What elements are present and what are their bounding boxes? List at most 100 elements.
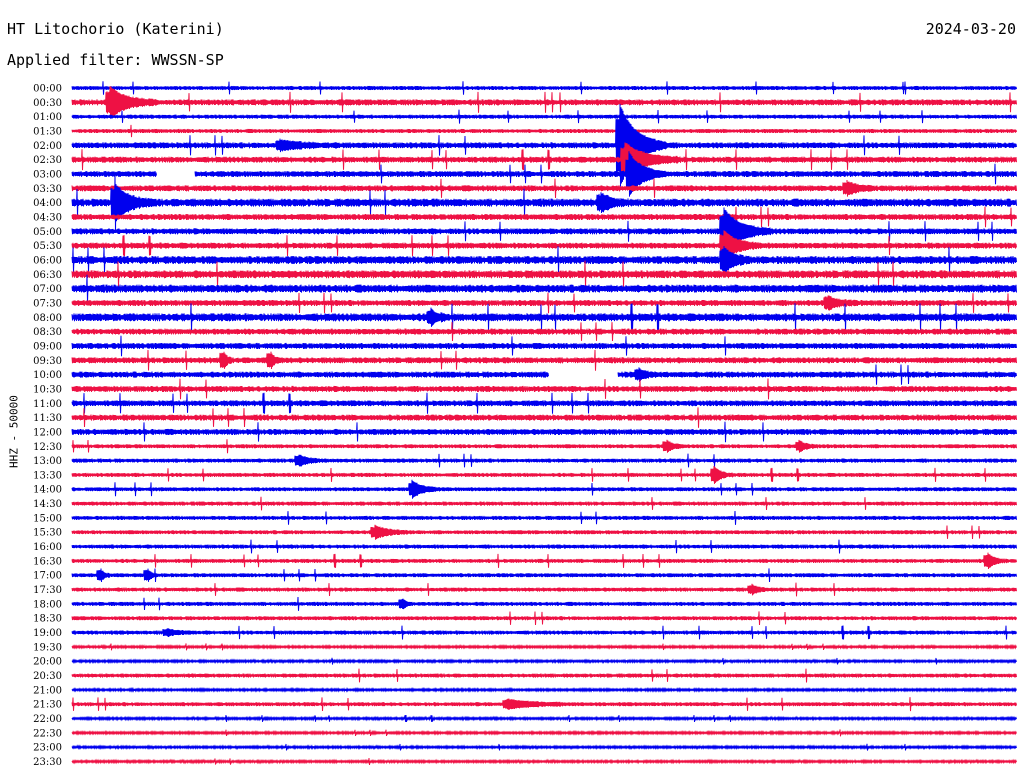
trace-line: [71, 465, 1017, 484]
trace-line: [71, 170, 157, 177]
time-label: 02:30: [33, 155, 62, 166]
trace-line: [71, 292, 1017, 314]
trace-line: [71, 371, 549, 378]
trace-line: [71, 81, 1017, 95]
time-label: 09:00: [33, 341, 62, 352]
trace-line: [71, 421, 1017, 443]
trace-line: [71, 378, 1017, 400]
time-label: 08:00: [33, 313, 62, 324]
trace-line: [71, 303, 1017, 332]
time-label: 16:30: [33, 556, 62, 567]
trace-line: [71, 643, 1017, 651]
time-label: 16:00: [33, 542, 62, 553]
date-label: 2024-03-20: [925, 20, 1016, 38]
time-label: 14:00: [33, 485, 62, 496]
time-label: 03:00: [33, 169, 62, 180]
trace-line: [71, 714, 1017, 723]
time-label: 06:30: [33, 270, 62, 281]
trace-line: [71, 335, 1017, 357]
time-label: 17:00: [33, 571, 62, 582]
trace-line: [617, 364, 1017, 385]
time-label: 19:30: [33, 642, 62, 653]
time-label: 18:00: [33, 599, 62, 610]
filter-label: Applied filter: WWSSN-SP: [7, 51, 224, 69]
station-title: HT Litochorio (Katerini): [7, 20, 224, 38]
time-label: 03:30: [33, 184, 62, 195]
time-label: 02:00: [33, 141, 62, 152]
trace-line: [71, 524, 1017, 540]
trace-line: [71, 104, 1017, 187]
time-label: 22:00: [33, 714, 62, 725]
trace-line: [71, 568, 1017, 583]
time-label: 08:30: [33, 327, 62, 338]
time-label: 15:00: [33, 513, 62, 524]
time-label: 09:30: [33, 356, 62, 367]
time-label: 17:30: [33, 585, 62, 596]
time-label: 01:30: [33, 126, 62, 137]
trace-line: [71, 109, 1017, 124]
time-label: 07:00: [33, 284, 62, 295]
trace-line: [71, 439, 1017, 454]
time-label: 15:30: [33, 528, 62, 539]
trace-line: [71, 453, 1017, 468]
trace-line: [71, 729, 1017, 737]
time-label: 22:30: [33, 728, 62, 739]
trace-line: [71, 479, 1017, 499]
trace-line: [71, 596, 1017, 611]
trace-line: [71, 230, 1017, 261]
time-label: 14:30: [33, 499, 62, 510]
time-label: 10:30: [33, 384, 62, 395]
time-label: 20:30: [33, 671, 62, 682]
trace-line: [71, 392, 1017, 414]
time-label: 11:00: [33, 399, 62, 410]
time-label: 23:30: [33, 757, 62, 768]
trace-line: [194, 151, 1017, 197]
trace-line: [71, 207, 1017, 256]
time-label: 18:30: [33, 614, 62, 625]
time-label: 20:00: [33, 657, 62, 668]
time-label: 10:00: [33, 370, 62, 381]
trace-line: [71, 611, 1017, 626]
trace-line: [71, 124, 1017, 138]
trace-line: [71, 657, 1017, 665]
time-label: 12:30: [33, 442, 62, 453]
trace-line: [71, 686, 1017, 693]
time-label: 19:00: [33, 628, 62, 639]
trace-line: [71, 510, 1017, 525]
trace-line: [71, 496, 1017, 511]
time-label: 07:30: [33, 298, 62, 309]
trace-line: [71, 582, 1017, 597]
trace-line: [71, 697, 1017, 712]
trace-line: [71, 206, 1017, 228]
time-label: 01:00: [33, 112, 62, 123]
trace-line: [71, 178, 1017, 199]
trace-line: [71, 172, 1017, 233]
trace-line: [71, 625, 1017, 640]
time-label: 13:00: [33, 456, 62, 467]
trace-line: [71, 322, 1017, 342]
trace-line: [71, 246, 1017, 274]
time-label: 23:00: [33, 743, 62, 754]
time-label: 00:00: [33, 84, 62, 95]
time-label: 12:00: [33, 427, 62, 438]
time-label: 05:30: [33, 241, 62, 252]
trace-line: [71, 539, 1017, 554]
trace-line: [71, 407, 1017, 428]
time-label: 00:30: [33, 98, 62, 109]
trace-line: [71, 668, 1017, 683]
trace-line: [71, 349, 1017, 371]
trace-line: [71, 260, 1017, 288]
trace-line: [71, 274, 1017, 303]
trace-line: [71, 142, 1017, 177]
trace-line: [71, 86, 1017, 119]
time-label: 05:00: [33, 227, 62, 238]
trace-line: [71, 552, 1017, 570]
time-label-layer: 00:00 00:30 01:00 01:30 02:00 02:30 03:00 03:30…: [33, 84, 62, 769]
time-label: 04:00: [33, 198, 62, 209]
trace-layer: [71, 81, 1017, 766]
time-label: 21:30: [33, 700, 62, 711]
time-label: 21:00: [33, 685, 62, 696]
time-label: 06:00: [33, 255, 62, 266]
trace-line: [71, 757, 1017, 766]
